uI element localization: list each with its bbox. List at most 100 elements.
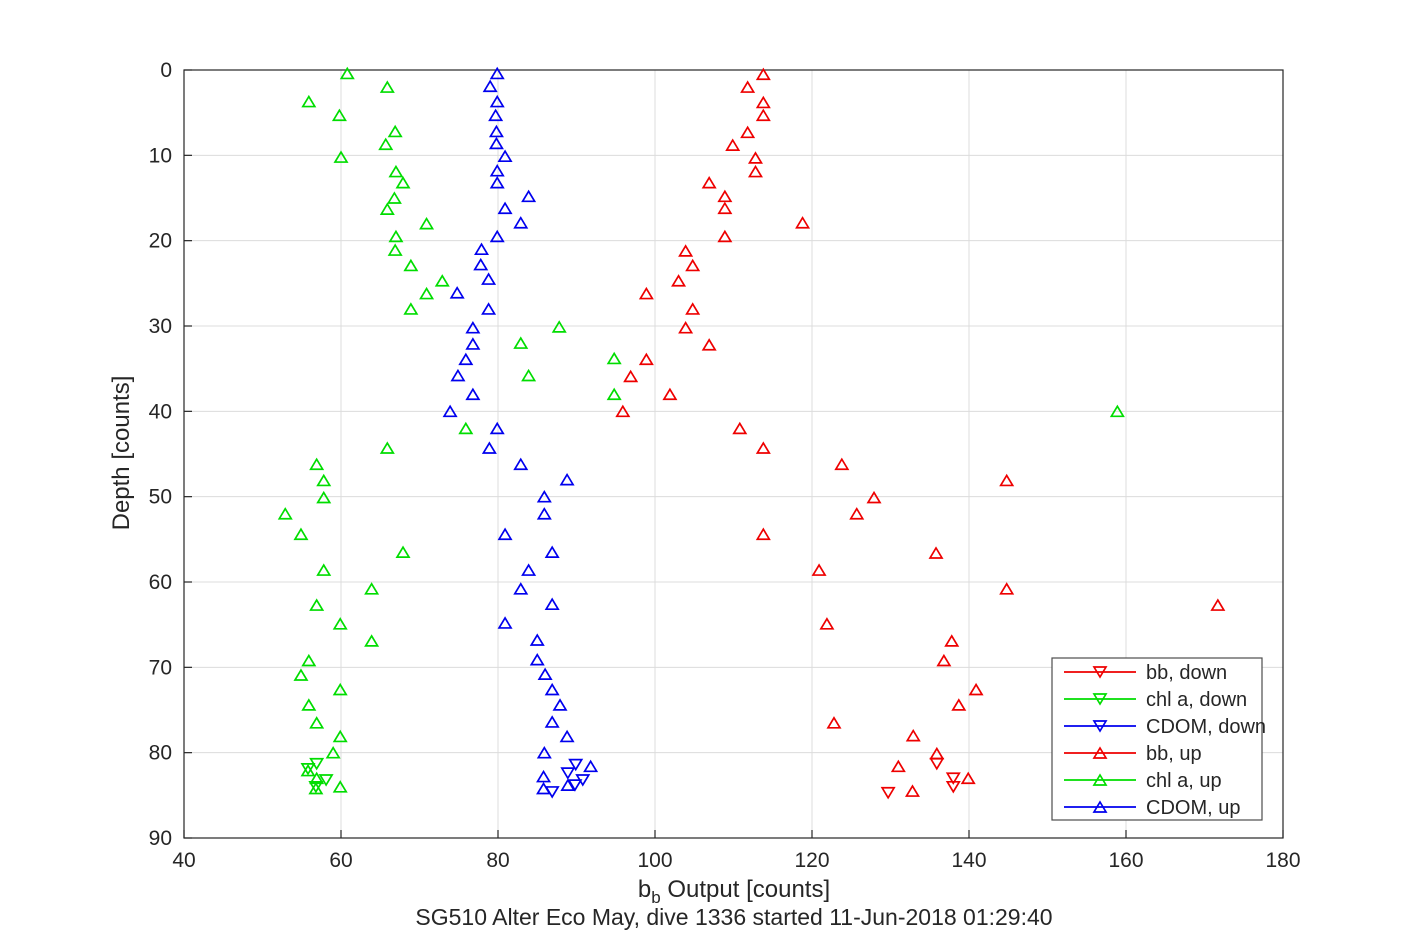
data-point-marker <box>551 320 567 333</box>
data-point-marker <box>559 729 575 743</box>
series-cdom-up <box>442 66 599 795</box>
legend-box <box>1051 657 1263 821</box>
data-point-marker <box>308 781 324 795</box>
data-point-marker <box>465 387 481 401</box>
data-point-marker <box>497 149 513 163</box>
data-point-marker <box>536 746 552 759</box>
data-point-marker <box>379 202 395 215</box>
data-point-marker <box>521 189 537 203</box>
data-point-marker <box>559 472 575 486</box>
data-point-marker <box>387 243 403 256</box>
data-point-marker <box>740 80 756 93</box>
data-point-marker <box>331 108 347 122</box>
x-axis-label: bb Output [counts] <box>638 876 830 908</box>
data-point-marker <box>544 597 560 611</box>
data-point-marker <box>489 94 505 108</box>
y-tick-label: 10 <box>149 144 172 167</box>
data-point-marker <box>755 67 771 81</box>
series-bb-down <box>880 757 961 800</box>
legend-label: CDOM, up <box>1146 797 1240 819</box>
series-chl-a-down <box>300 757 334 794</box>
legend: bb, down chl a, down CDOM, down bb, up chl a… <box>1051 657 1266 821</box>
data-point-marker <box>308 780 324 794</box>
legend-entry: bb, up <box>1064 743 1202 765</box>
y-tick-label: 20 <box>149 230 172 253</box>
data-point-marker <box>293 527 309 541</box>
data-point-marker <box>740 125 756 139</box>
data-point-marker <box>513 216 529 229</box>
data-point-marker <box>544 682 560 696</box>
data-point-marker <box>849 507 865 520</box>
data-point-marker <box>521 563 537 576</box>
data-point-marker <box>904 784 920 797</box>
x-axis-label-rest: Output [counts] <box>660 876 831 903</box>
data-point-marker <box>536 781 552 795</box>
y-tick-label: 40 <box>149 400 172 423</box>
data-point-marker <box>834 457 850 471</box>
data-point-marker <box>332 780 348 793</box>
x-tick-label: 80 <box>486 849 509 872</box>
data-point-marker <box>403 302 419 315</box>
data-point-marker <box>388 229 404 243</box>
data-point-marker <box>300 763 316 777</box>
data-point-marker <box>717 189 733 203</box>
data-point-marker <box>379 441 395 454</box>
x-tick-label: 160 <box>1108 849 1143 872</box>
data-point-marker <box>951 698 967 711</box>
data-point-marker <box>482 79 498 93</box>
data-point-marker <box>755 108 771 122</box>
data-point-marker <box>419 286 435 300</box>
data-point-marker <box>537 667 553 681</box>
data-point-marker <box>488 108 504 122</box>
y-tick-label: 30 <box>149 315 172 338</box>
data-point-marker <box>333 150 349 163</box>
data-point-marker <box>301 653 317 667</box>
data-point-marker <box>434 274 450 287</box>
data-point-marker <box>481 272 497 285</box>
data-point-marker <box>732 421 748 435</box>
y-tick-label: 90 <box>149 827 172 850</box>
data-point-marker <box>513 336 529 349</box>
data-point-marker <box>521 368 537 382</box>
data-point-marker <box>488 136 504 150</box>
axis-ticks: 40 60 80 100 120 140 160 180 0 10 20 30 40 50 60 70 80 90 <box>149 59 1301 872</box>
data-point-marker <box>755 441 771 454</box>
data-point-marker <box>968 682 984 696</box>
data-point-marker <box>395 175 411 189</box>
data-point-marker <box>936 653 952 667</box>
data-point-marker <box>638 352 654 366</box>
legend-entry: chl a, up <box>1064 770 1222 792</box>
data-point-marker <box>929 757 945 771</box>
data-point-marker <box>701 175 717 189</box>
data-point-marker <box>513 582 529 595</box>
data-point-marker <box>685 258 701 272</box>
data-point-marker <box>1210 598 1226 611</box>
data-point-marker <box>1109 404 1125 418</box>
legend-label: bb, down <box>1146 662 1227 684</box>
data-point-marker <box>678 321 694 334</box>
data-point-marker <box>905 728 921 742</box>
data-point-marker <box>999 473 1015 487</box>
data-point-marker <box>332 682 348 696</box>
data-point-marker <box>316 490 332 504</box>
data-point-marker <box>465 337 481 350</box>
y-tick-label: 0 <box>160 59 172 82</box>
data-point-marker <box>465 321 481 334</box>
legend-label: chl a, up <box>1146 770 1222 792</box>
data-point-marker <box>568 758 584 772</box>
y-tick-label: 60 <box>149 571 172 594</box>
data-point-marker <box>388 164 404 178</box>
data-point-marker <box>945 780 961 794</box>
data-point-marker <box>301 698 317 711</box>
data-point-marker <box>560 767 576 780</box>
data-point-marker <box>387 124 403 138</box>
data-point-marker <box>325 746 341 759</box>
data-point-marker <box>544 545 560 558</box>
data-point-marker <box>293 668 309 681</box>
legend-entry: CDOM, up <box>1064 797 1240 819</box>
data-point-marker <box>536 490 552 503</box>
data-point-marker <box>1092 666 1108 679</box>
data-point-marker <box>497 616 513 629</box>
data-point-marker <box>474 242 490 256</box>
